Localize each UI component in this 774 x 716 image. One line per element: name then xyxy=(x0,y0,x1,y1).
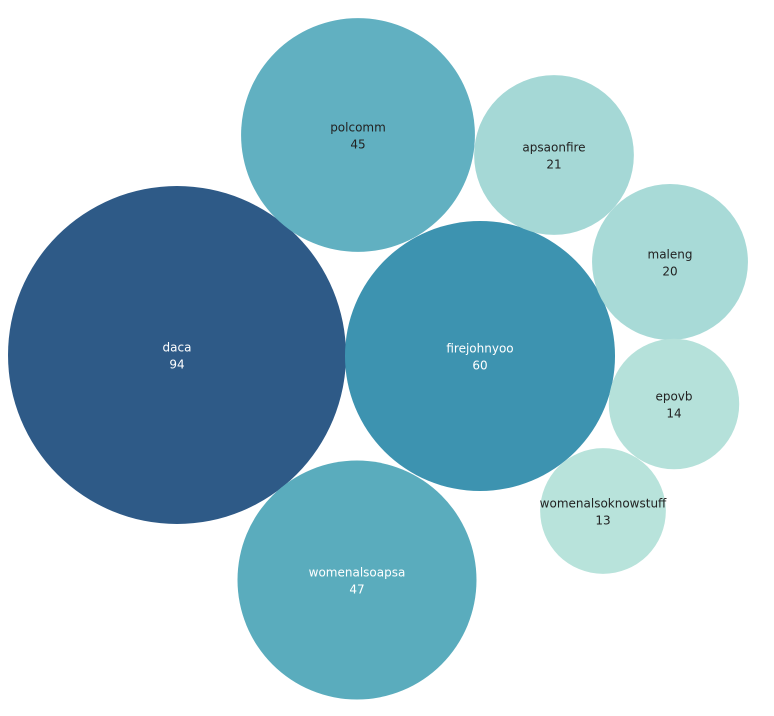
bubble-value: 47 xyxy=(349,583,364,597)
bubble-value: 21 xyxy=(546,158,561,172)
bubble xyxy=(241,18,475,252)
bubble-value: 14 xyxy=(666,407,681,421)
bubble xyxy=(608,338,740,470)
bubble xyxy=(540,448,666,574)
bubble-label: polcomm xyxy=(330,121,386,135)
bubble xyxy=(8,186,346,524)
bubble-value: 20 xyxy=(662,265,677,279)
bubble-label: womenalsoknowstuff xyxy=(540,497,667,511)
bubble-label: maleng xyxy=(648,248,693,262)
bubble-label: firejohnyoo xyxy=(446,342,513,356)
bubble-value: 45 xyxy=(350,138,365,152)
bubble xyxy=(237,460,477,700)
bubble xyxy=(344,220,616,492)
bubble-label: apsaonfire xyxy=(522,141,585,155)
bubble-label: womenalsoapsa xyxy=(309,566,406,580)
bubble-label: epovb xyxy=(655,390,692,404)
bubble-label: daca xyxy=(163,341,192,355)
bubble-value: 13 xyxy=(595,514,610,528)
bubble-value: 60 xyxy=(472,359,487,373)
bubble-value: 94 xyxy=(169,358,184,372)
bubble xyxy=(474,75,634,235)
bubble xyxy=(592,184,748,340)
